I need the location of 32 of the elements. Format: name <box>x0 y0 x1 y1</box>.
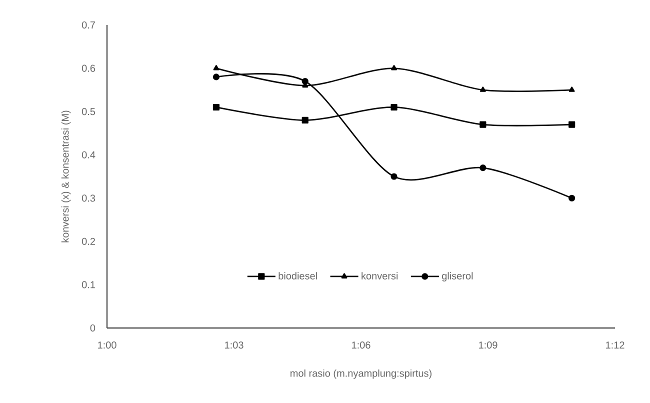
point <box>212 104 220 111</box>
x-tick-label: 1:03 <box>225 342 244 349</box>
x-axis-title: mol rasio (m.nyamplung:spirtus) <box>290 369 432 379</box>
point <box>302 78 308 85</box>
legend-label: biodiesel <box>278 272 317 280</box>
point <box>480 121 486 128</box>
y-tick-label: 0.5 <box>82 108 96 116</box>
point <box>568 194 576 202</box>
legend-label: gliserol <box>442 272 473 282</box>
point <box>302 116 308 124</box>
point <box>480 164 486 172</box>
point <box>213 64 220 70</box>
legend-label: konversi <box>362 272 398 280</box>
y-tick-label: 0.6 <box>82 64 96 72</box>
point <box>391 64 397 70</box>
y-tick-label: 0.2 <box>82 238 95 245</box>
point <box>390 104 398 111</box>
x-tick-label: 1:09 <box>479 342 498 349</box>
point <box>568 121 576 128</box>
x-tick-label: 1:12 <box>606 342 624 348</box>
y-axis-title: konversi (x) & konsentrasi (M) <box>61 110 71 242</box>
point <box>390 173 398 180</box>
y-tick-label: 0.3 <box>82 194 96 202</box>
point <box>568 86 575 92</box>
point <box>480 86 486 92</box>
y-tick-label: 0.4 <box>82 151 96 158</box>
y-tick-label: 0.7 <box>82 21 95 29</box>
x-tick-label: 1:00 <box>98 342 116 349</box>
y-tick-label: 0 <box>90 324 96 332</box>
x-tick-label: 1:06 <box>352 342 370 349</box>
y-tick-label: 0.1 <box>82 281 95 288</box>
point <box>212 74 220 80</box>
